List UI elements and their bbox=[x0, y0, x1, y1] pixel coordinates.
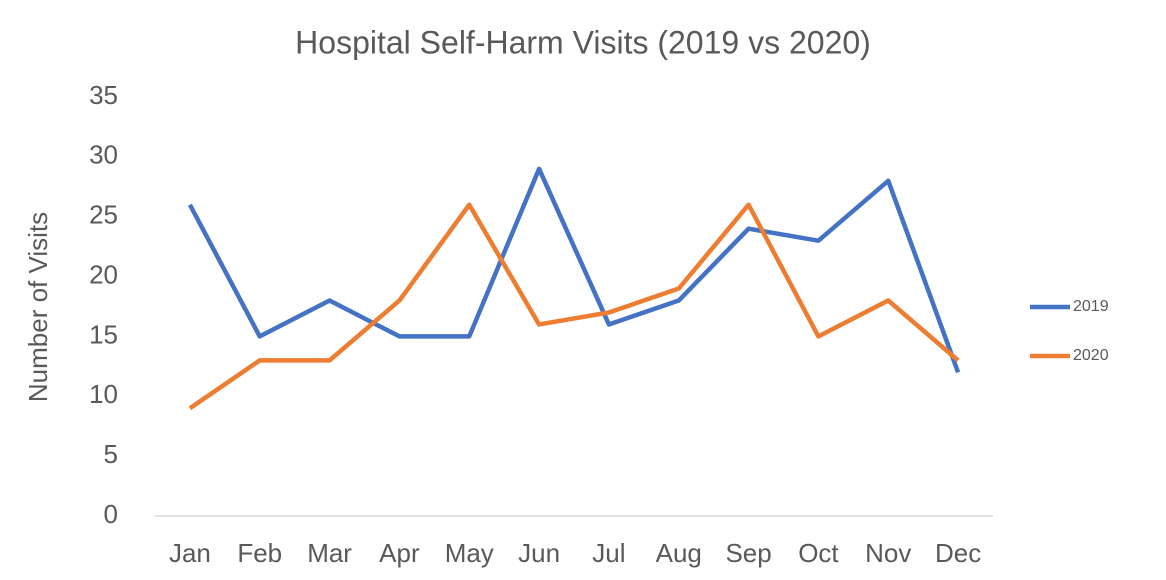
y-axis-label: Number of Visits bbox=[23, 212, 53, 402]
x-tick-label: Nov bbox=[865, 538, 911, 568]
x-tick-label: May bbox=[445, 538, 494, 568]
x-tick-label: Jul bbox=[592, 538, 625, 568]
y-tick-label: 20 bbox=[89, 259, 118, 289]
chart-title: Hospital Self-Harm Visits (2019 vs 2020) bbox=[295, 24, 871, 60]
y-tick-label: 10 bbox=[89, 379, 118, 409]
y-tick-label: 35 bbox=[89, 80, 118, 110]
y-tick-label: 30 bbox=[89, 140, 118, 170]
y-tick-label: 0 bbox=[104, 499, 118, 529]
y-tick-label: 15 bbox=[89, 319, 118, 349]
x-tick-label: Dec bbox=[935, 538, 981, 568]
y-tick-label: 25 bbox=[89, 200, 118, 230]
x-tick-label: Apr bbox=[379, 538, 420, 568]
x-tick-label: Oct bbox=[798, 538, 839, 568]
y-tick-label: 5 bbox=[104, 439, 118, 469]
line-series bbox=[187, 166, 961, 374]
line-series bbox=[188, 202, 960, 411]
x-tick-label: Mar bbox=[307, 538, 352, 568]
x-tick-label: Aug bbox=[656, 538, 702, 568]
x-tick-label: Jun bbox=[518, 538, 560, 568]
legend-label: 2019 bbox=[1073, 298, 1109, 315]
x-tick-label: Feb bbox=[237, 538, 282, 568]
legend-label: 2020 bbox=[1073, 347, 1109, 364]
x-tick-label: Jan bbox=[169, 538, 211, 568]
x-tick-label: Sep bbox=[725, 538, 771, 568]
